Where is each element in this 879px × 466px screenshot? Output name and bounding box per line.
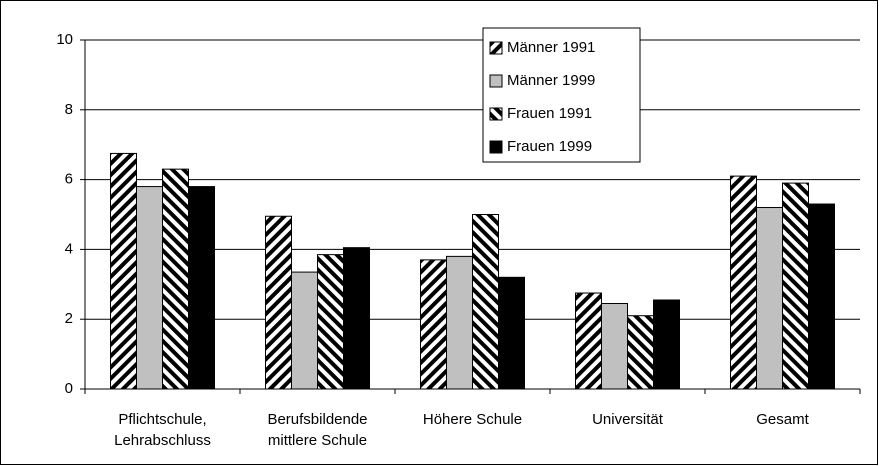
legend-label: Männer 1999 — [507, 72, 595, 89]
bar — [265, 215, 292, 390]
bar — [136, 186, 163, 390]
legend-swatch — [489, 107, 503, 121]
legend-swatch — [489, 74, 503, 88]
bar — [782, 182, 809, 390]
y-tick-label: 4 — [65, 240, 73, 257]
y-tick-label: 0 — [65, 380, 73, 397]
legend-swatch — [489, 41, 503, 55]
bar — [627, 315, 654, 390]
bar — [291, 271, 318, 390]
bar — [420, 259, 447, 390]
y-tick-label: 8 — [65, 101, 73, 118]
legend-swatch — [489, 140, 503, 154]
y-tick-label: 2 — [65, 310, 73, 327]
legend-box — [482, 27, 641, 163]
x-tick-label: Gesamt — [756, 411, 809, 428]
y-tick-label: 10 — [56, 31, 73, 48]
legend-label: Männer 1991 — [507, 39, 595, 56]
bar — [446, 255, 473, 390]
bar — [601, 302, 628, 390]
bar — [498, 276, 525, 390]
bar — [110, 152, 137, 390]
x-tick-label: Universität — [592, 411, 664, 428]
x-tick-label: Berufsbildende mittlere Schule — [267, 411, 367, 449]
bar — [162, 168, 189, 390]
x-tick-label: Höhere Schule — [423, 411, 522, 428]
bar — [472, 214, 499, 390]
bar — [343, 247, 370, 390]
y-tick-label: 6 — [65, 171, 73, 188]
bar — [730, 175, 757, 390]
bar — [575, 292, 602, 390]
bar — [808, 203, 835, 390]
bar — [756, 207, 783, 390]
bar — [188, 186, 215, 390]
legend-label: Frauen 1991 — [507, 105, 592, 122]
bar — [653, 299, 680, 390]
bar — [317, 254, 344, 390]
legend-label: Frauen 1999 — [507, 138, 592, 155]
x-tick-label: Pflichtschule, Lehrabschluss — [114, 411, 211, 449]
